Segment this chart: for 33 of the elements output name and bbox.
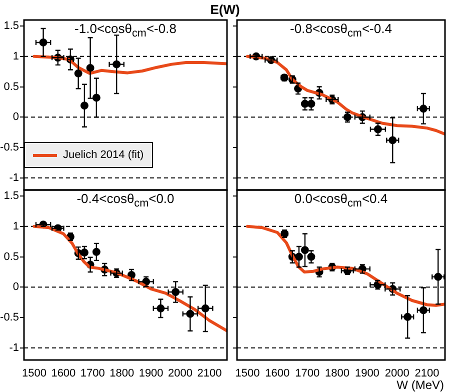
x-tick-label: 2100 xyxy=(414,368,440,380)
x-tick-label: 1800 xyxy=(325,368,350,380)
y-tick-label: 0.5 xyxy=(4,250,19,263)
x-tick-label: 2000 xyxy=(384,368,410,380)
annotation: -0.4<cosθ$_{cm}$<0.0 xyxy=(76,191,174,210)
y-tick-label: -1 xyxy=(9,342,19,354)
x-tick-label: 1700 xyxy=(295,368,320,380)
y-tick-label: 1 xyxy=(12,220,19,232)
x-tick-label: 1800 xyxy=(110,368,134,380)
y-tick-label: 1.5 xyxy=(4,190,19,202)
x-tick-label: 1700 xyxy=(80,368,105,380)
x-tick-label: 1500 xyxy=(22,368,46,380)
annotation: -1.0<cosθ$_{cm}$<-0.8 xyxy=(74,21,176,40)
y-tick-label: 0.5 xyxy=(4,80,19,93)
y-tick-label: 1 xyxy=(12,50,19,62)
annotation: 0.0<cosθ$_{cm}$<0.4 xyxy=(294,191,388,210)
legend-label: Juelich 2014 (fit) xyxy=(63,149,144,161)
x-axis-title: W (MeV) xyxy=(396,378,444,392)
x-tick-label: 1900 xyxy=(138,368,164,380)
chart-title: E(W) xyxy=(209,2,241,17)
x-tick-label: 1900 xyxy=(354,368,380,380)
x-tick-label: 1500 xyxy=(235,368,260,380)
x-tick-label: 2100 xyxy=(197,368,222,380)
x-tick-label: 2000 xyxy=(168,368,193,380)
y-tick-label: 0 xyxy=(12,111,19,124)
x-tick-label: 1600 xyxy=(51,368,76,380)
y-tick-label: -1 xyxy=(9,172,19,184)
y-tick-label: 1.5 xyxy=(4,20,19,32)
annotation: -0.8<cosθ$_{cm}$<-0.4 xyxy=(290,21,392,40)
y-tick-label: 0 xyxy=(12,281,19,294)
y-tick-label: -0.5 xyxy=(0,312,19,324)
x-tick-label: 1600 xyxy=(265,368,290,380)
y-tick-label: -0.5 xyxy=(0,142,19,154)
